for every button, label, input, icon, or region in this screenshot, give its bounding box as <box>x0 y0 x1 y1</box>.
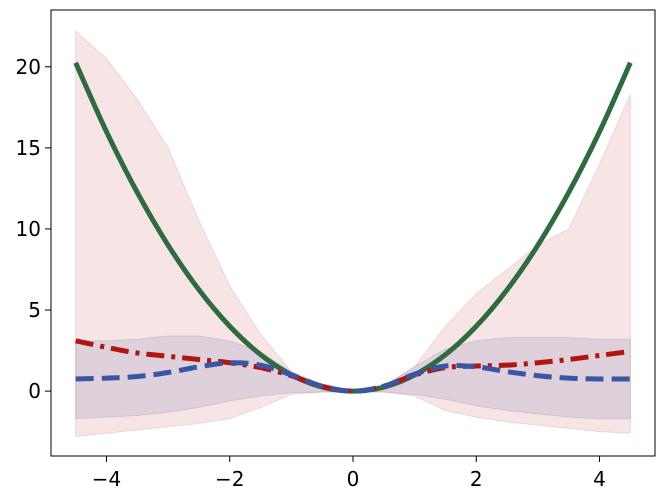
y-tick-label: 0 <box>28 379 41 403</box>
x-tick-label: 4 <box>593 467 606 491</box>
series-line-3 <box>75 360 631 394</box>
x-tick-label: 2 <box>470 467 483 491</box>
y-tick-label: 10 <box>16 217 41 241</box>
confidence-band-1 <box>75 29 631 438</box>
y-tick-label: 5 <box>28 298 41 322</box>
series-line-1 <box>73 61 633 394</box>
y-axis: 0 5 10 15 20 <box>16 55 51 403</box>
confidence-band-2 <box>75 335 631 420</box>
y-tick-label: 15 <box>16 136 41 160</box>
y-tick-label: 20 <box>16 55 41 79</box>
x-tick-label: −4 <box>92 467 121 491</box>
series-line-2 <box>75 338 631 394</box>
x-tick-label: −2 <box>215 467 244 491</box>
series-lines <box>73 61 633 394</box>
confidence-bands <box>75 29 631 438</box>
x-axis: −4 −2 0 2 4 <box>92 456 606 491</box>
x-tick-label: 0 <box>347 467 360 491</box>
